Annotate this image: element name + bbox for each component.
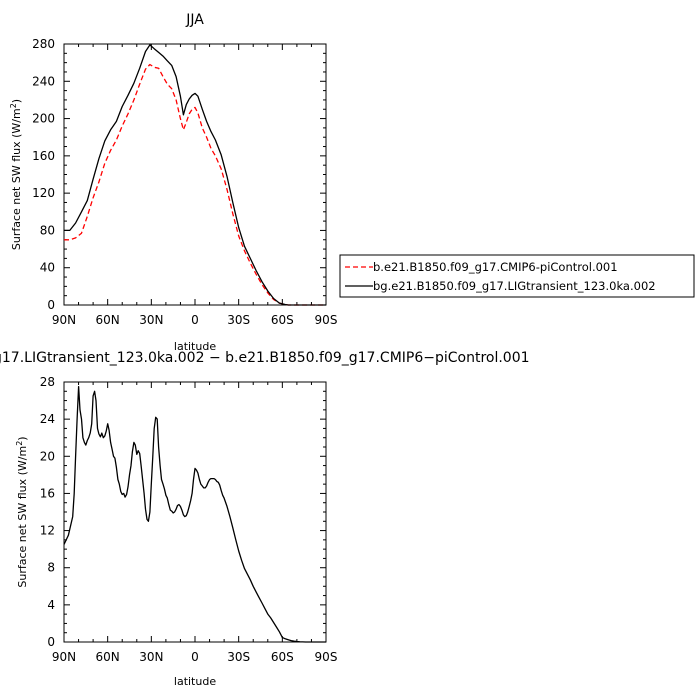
series-line-2	[64, 44, 326, 306]
x-tick-label: 90N	[52, 650, 76, 664]
x-tick-label: 90N	[52, 313, 76, 327]
series-line-1	[63, 385, 326, 643]
y-tick-label: 280	[32, 37, 55, 51]
y-tick-label: 16	[40, 486, 55, 500]
y-tick-label: 4	[47, 598, 55, 612]
y-tick-label: 8	[47, 561, 55, 575]
y-tick-label: 80	[40, 223, 55, 237]
x-tick-label: 90S	[315, 650, 338, 664]
y-tick-label: 28	[40, 375, 55, 389]
y-tick-label: 160	[32, 149, 55, 163]
legend-box	[339, 254, 695, 298]
plot-frame	[63, 43, 327, 306]
x-axis-label: latitude	[174, 675, 216, 688]
chart-title: bg.e21.B1850.f09_g17.LIGtransient_123.0k…	[0, 350, 530, 366]
y-axis-label: Surface net SW flux (W/m2)	[15, 436, 29, 587]
chart-title: JJA	[185, 12, 204, 28]
x-axis-label: latitude	[174, 340, 216, 353]
x-tick-label: 60S	[271, 313, 294, 327]
x-tick-label: 0	[191, 650, 199, 664]
chart-panel-2: 90N 60N 30N 0 30S 60S 90S 0 4 8 12 16 20 24 28 bg.e21.B…	[0, 350, 530, 688]
x-tick-label: 60N	[96, 313, 120, 327]
x-tick-label: 30N	[139, 313, 163, 327]
y-tick-label: 24	[40, 412, 55, 426]
x-tick-label: 30S	[227, 650, 250, 664]
y-tick-label: 240	[32, 74, 55, 88]
x-tick-label: 60S	[271, 650, 294, 664]
y-tick-label: 0	[47, 635, 55, 649]
y-tick-label: 40	[40, 261, 55, 275]
x-tick-label: 90S	[315, 313, 338, 327]
plot-frame	[63, 381, 327, 643]
x-tick-label: 30S	[227, 313, 250, 327]
y-tick-label: 0	[47, 298, 55, 312]
series-line-1	[64, 63, 326, 306]
legend-label-1: b.e21.B1850.f09_g17.CMIP6-piControl.001	[373, 260, 618, 274]
chart-panel-1: 90N 60N 30N 0 30S 60S 90S 0 40 80 120 160 200 240 280 J…	[9, 12, 695, 353]
x-tick-label: 60N	[96, 650, 120, 664]
y-tick-label: 200	[32, 112, 55, 126]
legend-label-2: bg.e21.B1850.f09_g17.LIGtransient_123.0k…	[373, 279, 656, 293]
y-tick-label: 120	[32, 186, 55, 200]
x-tick-label: 30N	[139, 650, 163, 664]
y-tick-label: 12	[40, 524, 55, 538]
x-tick-label: 0	[191, 313, 199, 327]
y-tick-label: 20	[40, 449, 55, 463]
y-axis-label: Surface net SW flux (W/m2)	[9, 99, 23, 250]
